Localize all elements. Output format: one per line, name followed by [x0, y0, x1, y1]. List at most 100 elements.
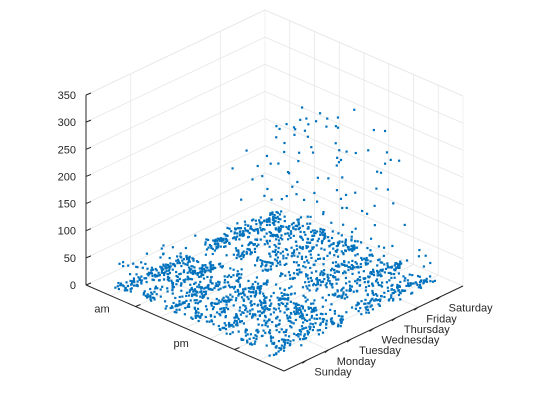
data-point	[285, 248, 289, 251]
data-point	[398, 266, 401, 269]
data-point	[279, 263, 282, 266]
data-point	[273, 216, 276, 219]
data-point	[403, 223, 406, 227]
data-point	[184, 246, 188, 250]
data-point	[237, 330, 240, 333]
data-point	[340, 296, 344, 299]
data-point	[321, 313, 324, 316]
data-point	[295, 248, 299, 251]
data-point	[295, 193, 298, 196]
data-point	[277, 250, 280, 254]
data-point	[313, 299, 316, 302]
data-point	[277, 302, 280, 306]
data-point	[180, 256, 183, 259]
data-point	[189, 277, 192, 280]
data-point	[159, 295, 162, 298]
data-point	[123, 289, 126, 292]
data-point	[230, 298, 233, 301]
data-point	[253, 250, 257, 253]
day-tick	[369, 328, 374, 332]
data-point	[320, 240, 324, 243]
data-point	[333, 293, 336, 297]
data-point	[229, 293, 232, 296]
z-tick-label: 350	[58, 90, 76, 102]
data-point	[387, 289, 390, 293]
data-point	[327, 293, 330, 297]
data-point	[287, 271, 291, 274]
data-point	[280, 210, 283, 213]
data-point	[143, 277, 146, 280]
data-point	[326, 117, 329, 120]
data-point	[222, 238, 225, 242]
data-point	[306, 298, 309, 301]
data-point	[248, 337, 251, 340]
data-point	[282, 225, 285, 228]
data-point	[259, 259, 262, 262]
data-point	[385, 281, 389, 284]
data-point	[353, 240, 357, 243]
data-point	[245, 252, 248, 255]
data-point	[269, 304, 272, 307]
data-point	[340, 289, 343, 292]
data-point	[282, 302, 285, 305]
data-point	[271, 212, 274, 215]
data-point	[275, 136, 278, 139]
data-point	[204, 305, 208, 308]
period-tick-label: am	[94, 303, 109, 315]
data-point	[253, 313, 257, 316]
data-point	[260, 312, 264, 315]
data-point	[290, 246, 293, 249]
data-point	[364, 277, 367, 280]
data-point	[268, 230, 271, 234]
data-point	[232, 325, 235, 328]
data-point	[249, 295, 252, 298]
data-point	[300, 271, 303, 274]
data-point	[227, 300, 231, 303]
data-point	[279, 252, 282, 255]
data-point	[194, 281, 197, 284]
data-point	[367, 149, 370, 152]
data-point	[253, 243, 257, 246]
data-point	[258, 219, 261, 222]
data-point	[220, 307, 223, 310]
data-point	[263, 298, 266, 301]
data-point	[260, 265, 263, 268]
data-point	[234, 247, 238, 250]
data-point	[285, 225, 288, 229]
data-point	[310, 279, 313, 282]
data-point	[262, 282, 265, 286]
data-point	[376, 264, 379, 267]
data-point	[285, 194, 288, 198]
day-tick	[391, 317, 397, 322]
data-point	[196, 302, 200, 305]
data-point	[231, 331, 234, 334]
data-point	[243, 293, 246, 296]
data-point	[391, 299, 395, 302]
day-tick-label: Thursday	[404, 324, 450, 336]
data-point	[266, 320, 269, 323]
data-point	[408, 273, 411, 276]
data-point	[199, 295, 202, 298]
data-point	[283, 141, 286, 145]
data-point	[315, 277, 319, 280]
data-point	[194, 272, 197, 275]
data-point	[319, 230, 322, 233]
data-point	[136, 265, 139, 269]
data-point	[300, 304, 303, 307]
data-point	[149, 287, 152, 291]
data-point	[179, 303, 182, 306]
data-point	[275, 125, 278, 128]
data-point	[344, 293, 348, 296]
data-point	[418, 283, 422, 286]
data-point	[272, 353, 276, 357]
data-point	[333, 309, 336, 313]
data-point	[324, 284, 327, 287]
data-point	[331, 282, 334, 286]
data-point	[331, 286, 334, 289]
data-point	[269, 335, 272, 338]
data-point	[348, 287, 352, 290]
data-point	[185, 255, 188, 259]
data-point	[348, 266, 352, 269]
data-point	[192, 290, 195, 293]
